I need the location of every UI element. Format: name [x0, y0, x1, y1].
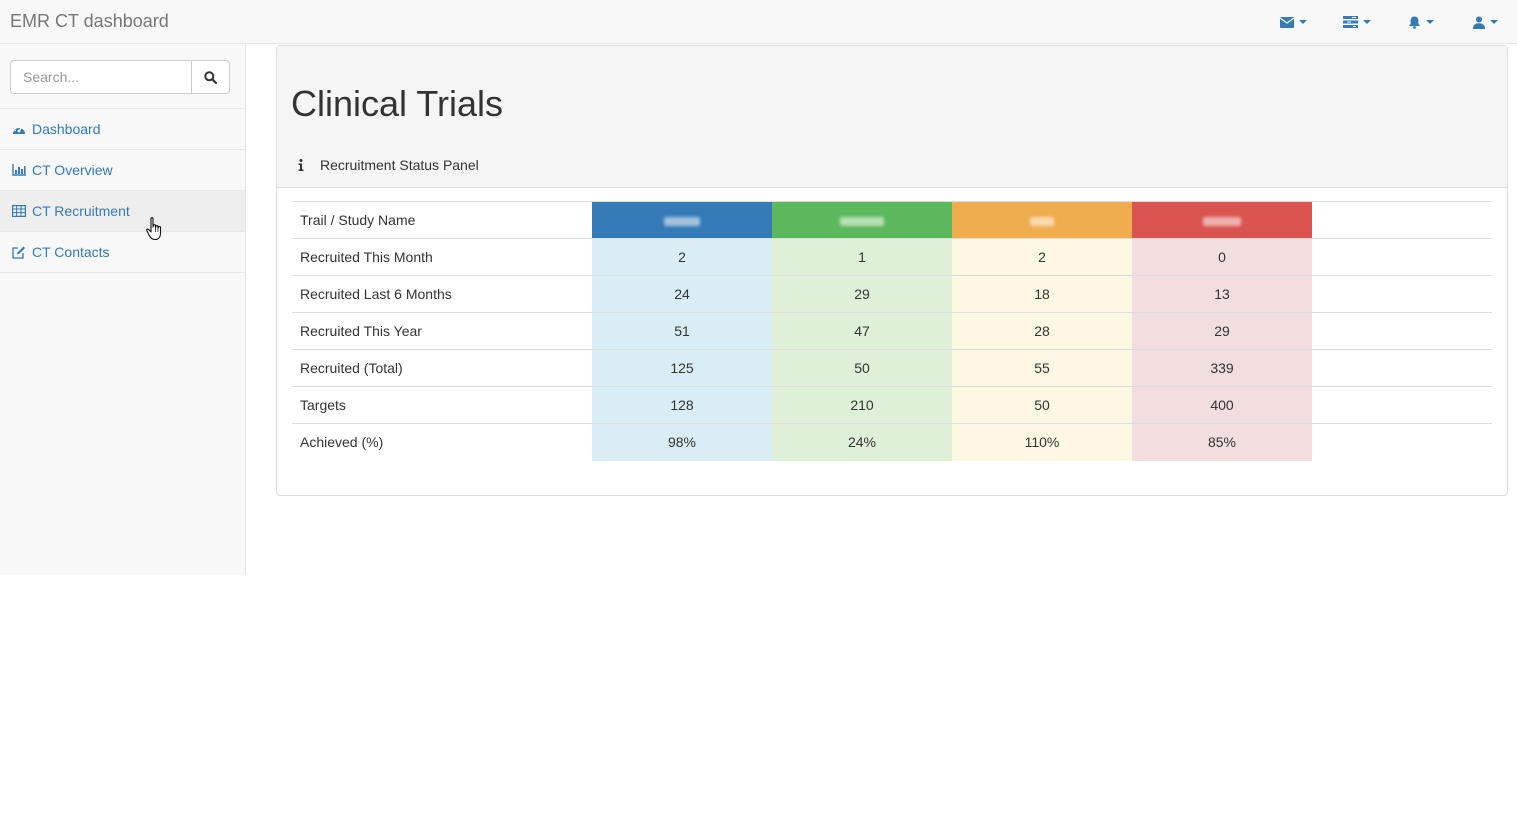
redacted-study-name [840, 216, 884, 226]
study-header-1 [592, 201, 772, 239]
cell-value: 24 [592, 275, 772, 313]
user-dropdown[interactable] [1453, 0, 1517, 44]
edit-icon [12, 245, 26, 259]
cell-value: 400 [1132, 386, 1312, 424]
panel-heading-label: Recruitment Status Panel [320, 157, 479, 173]
chevron-down-icon [1298, 20, 1307, 24]
empty-cell [1312, 386, 1492, 424]
cell-value: 13 [1132, 275, 1312, 313]
empty-cell [1312, 238, 1492, 276]
cell-value: 29 [1132, 312, 1312, 350]
empty-cell [1312, 275, 1492, 313]
cell-value: 24% [772, 423, 952, 461]
cell-value: 339 [1132, 349, 1312, 387]
sidebar-search [0, 44, 245, 109]
row-label: Achieved (%) [292, 423, 592, 461]
table-row: Achieved (%) 98% 24% 110% 85% [292, 423, 1492, 461]
chevron-down-icon [1363, 20, 1371, 24]
chevron-down-icon [1489, 20, 1498, 24]
sidebar: Dashboard CT Overview CT Recruitment [0, 44, 246, 575]
top-navbar: EMR CT dashboard [0, 0, 1517, 44]
navbar-right-menu [1261, 0, 1517, 44]
info-icon [298, 159, 306, 171]
cell-value: 1 [772, 238, 952, 276]
study-header-4 [1132, 201, 1312, 239]
cell-value: 51 [592, 312, 772, 350]
cell-value: 50 [952, 386, 1132, 424]
row-label: Targets [292, 386, 592, 424]
messages-dropdown[interactable] [1261, 0, 1325, 44]
tasks-dropdown[interactable] [1325, 0, 1389, 44]
chevron-down-icon [1426, 20, 1434, 24]
empty-cell [1312, 312, 1492, 350]
recruitment-table: Trail / Study Name Recruited This Month … [292, 201, 1492, 461]
table-row: Recruited Last 6 Months 24 29 18 13 [292, 275, 1492, 313]
sidebar-item-label: CT Contacts [32, 244, 110, 260]
empty-cell [1312, 423, 1492, 461]
cell-value: 29 [772, 275, 952, 313]
sidebar-item-label: Dashboard [32, 121, 101, 137]
page-title: Clinical Trials [291, 83, 504, 124]
row-label: Recruited This Month [292, 238, 592, 276]
table-header-row: Trail / Study Name [292, 201, 1492, 239]
cell-value: 0 [1132, 238, 1312, 276]
empty-header-cell [1312, 201, 1492, 239]
header-label: Trail / Study Name [292, 201, 592, 239]
table-row: Recruited This Year 51 47 28 29 [292, 312, 1492, 350]
cell-value: 2 [592, 238, 772, 276]
sidebar-item-ct-recruitment[interactable]: CT Recruitment [0, 191, 245, 232]
envelope-icon [1279, 16, 1294, 28]
alerts-dropdown[interactable] [1389, 0, 1453, 44]
recruitment-panel: Clinical Trials Recruitment Status Panel… [276, 45, 1508, 496]
user-icon [1472, 16, 1485, 29]
cell-value: 125 [592, 349, 772, 387]
hand-cursor-icon [146, 217, 162, 241]
cell-value: 128 [592, 386, 772, 424]
sidebar-item-label: CT Overview [32, 162, 113, 178]
study-header-2 [772, 201, 952, 239]
cell-value: 47 [772, 312, 952, 350]
redacted-study-name [664, 216, 700, 226]
cell-value: 110% [952, 423, 1132, 461]
sidebar-item-ct-contacts[interactable]: CT Contacts [0, 232, 245, 273]
search-button[interactable] [191, 60, 230, 94]
panel-header: Clinical Trials Recruitment Status Panel [277, 46, 1507, 188]
cell-value: 50 [772, 349, 952, 387]
cell-value: 55 [952, 349, 1132, 387]
table-row: Recruited This Month 2 1 2 0 [292, 238, 1492, 276]
sidebar-item-label: CT Recruitment [32, 203, 130, 219]
table-row: Targets 128 210 50 400 [292, 386, 1492, 424]
cell-value: 85% [1132, 423, 1312, 461]
cell-value: 28 [952, 312, 1132, 350]
cell-value: 2 [952, 238, 1132, 276]
empty-cell [1312, 349, 1492, 387]
app-brand[interactable]: EMR CT dashboard [10, 11, 169, 31]
redacted-study-name [1203, 216, 1241, 226]
cell-value: 18 [952, 275, 1132, 313]
table-row: Recruited (Total) 125 50 55 339 [292, 349, 1492, 387]
panel-heading: Recruitment Status Panel [298, 157, 479, 173]
sidebar-item-dashboard[interactable]: Dashboard [0, 109, 245, 150]
dashboard-icon [12, 122, 26, 136]
redacted-study-name [1030, 216, 1054, 226]
row-label: Recruited Last 6 Months [292, 275, 592, 313]
table-icon [12, 204, 26, 218]
cell-value: 210 [772, 386, 952, 424]
study-header-3 [952, 201, 1132, 239]
row-label: Recruited (Total) [292, 349, 592, 387]
cell-value: 98% [592, 423, 772, 461]
sidebar-item-ct-overview[interactable]: CT Overview [0, 150, 245, 191]
search-icon [204, 70, 217, 84]
search-input[interactable] [10, 60, 192, 94]
bell-icon [1408, 16, 1421, 29]
tasks-icon [1343, 16, 1358, 28]
bar-chart-icon [12, 163, 26, 177]
row-label: Recruited This Year [292, 312, 592, 350]
